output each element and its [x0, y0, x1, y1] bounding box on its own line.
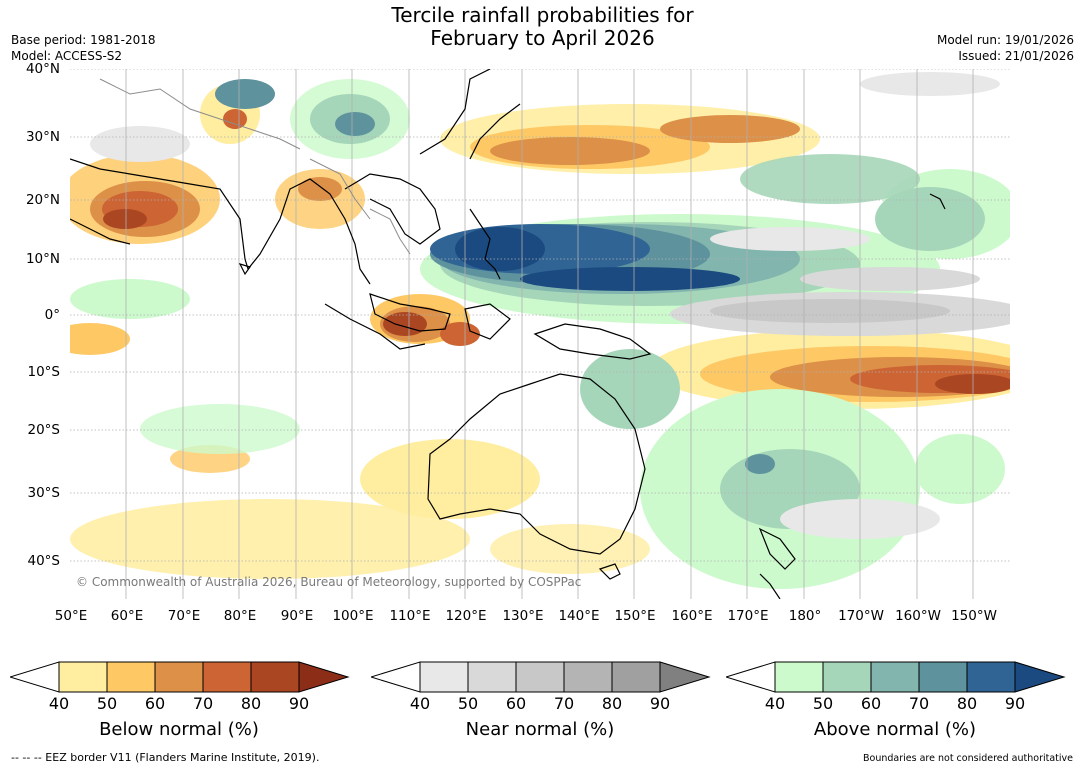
lon-label: 100°E: [332, 608, 374, 624]
lon-label: 60°E: [110, 608, 144, 624]
colorbar-above-segment: [774, 661, 824, 693]
colorbar-below-segment: [106, 661, 156, 693]
rainfall-map: © Commonwealth of Australia 2026, Bureau…: [70, 69, 1010, 599]
issued-date: Issued: 21/01/2026: [958, 49, 1074, 63]
colorbar-tick: 40: [764, 694, 786, 713]
lat-label: 30°N: [25, 129, 60, 145]
colorbar-below-segment: [250, 661, 300, 693]
colorbar-label-near: Near normal (%): [465, 719, 615, 740]
eez-border-note: -- -- -- EEZ border V11 (Flanders Marine…: [11, 751, 320, 764]
coastlines: [70, 69, 946, 599]
lon-label: 80°E: [223, 608, 257, 624]
lon-label: 140°E: [558, 608, 600, 624]
map-title: Tercile rainfall probabilities for Febru…: [0, 4, 1085, 50]
lon-label: 170°W: [838, 608, 884, 624]
colorbar-tick: 60: [144, 694, 166, 713]
lon-label: 160°E: [671, 608, 713, 624]
lat-label: 10°N: [25, 251, 60, 267]
colorbar-tick: 50: [457, 694, 479, 713]
colorbar-tick: 60: [860, 694, 882, 713]
lon-label: 180°: [788, 608, 822, 624]
base-period: Base period: 1981-2018: [11, 33, 156, 47]
copyright-notice: © Commonwealth of Australia 2026, Bureau…: [76, 575, 581, 589]
colorbar-near-segment: [419, 661, 469, 693]
graticule: [70, 69, 1010, 599]
colorbar-below-normal: [10, 661, 350, 693]
colorbar-above-segment: [822, 661, 872, 693]
colorbar-label-above: Above normal (%): [813, 719, 977, 740]
title-line-2: February to April 2026: [430, 26, 655, 50]
lon-label: 150°W: [951, 608, 997, 624]
lat-label: 40°N: [25, 61, 60, 77]
boundaries-disclaimer: Boundaries are not considered authoritat…: [863, 753, 1073, 764]
title-line-1: Tercile rainfall probabilities for: [391, 3, 694, 27]
colorbar-tick: 40: [409, 694, 431, 713]
lat-label: 10°S: [27, 364, 61, 380]
colorbar-tick: 40: [48, 694, 70, 713]
lon-label: 70°E: [167, 608, 201, 624]
colorbar-below-segment: [58, 661, 108, 693]
colorbar-tick: 90: [649, 694, 671, 713]
colorbar-tick: 70: [553, 694, 575, 713]
lon-label: 110°E: [389, 608, 431, 624]
lon-label: 50°E: [54, 608, 88, 624]
lat-label: 40°S: [27, 553, 61, 569]
colorbar-label-below: Below normal (%): [99, 719, 259, 740]
lat-label: 20°S: [27, 422, 61, 438]
colorbar-tick: 80: [956, 694, 978, 713]
lon-label: 130°E: [502, 608, 544, 624]
colorbar-above-segment: [870, 661, 920, 693]
lon-label: 170°E: [727, 608, 769, 624]
colorbar-tick: 90: [1004, 694, 1026, 713]
lat-label: 30°S: [27, 485, 61, 501]
lat-label: 0°: [44, 307, 60, 323]
meta-left: Base period: 1981-2018 Model: ACCESS-S2: [11, 32, 156, 64]
lon-label: 120°E: [445, 608, 487, 624]
lon-label: 160°W: [895, 608, 941, 624]
country-borders: [99, 78, 411, 255]
colorbar-near-segment: [467, 661, 517, 693]
colorbar-tick: 90: [288, 694, 310, 713]
colorbar-tick: 50: [812, 694, 834, 713]
colorbar-tick: 60: [505, 694, 527, 713]
colorbar-near-segment: [611, 661, 661, 693]
colorbar-tick: 70: [192, 694, 214, 713]
lon-label: 90°E: [280, 608, 314, 624]
colorbar-near-segment: [515, 661, 565, 693]
colorbar-above-segment: [966, 661, 1016, 693]
colorbar-near-segment: [563, 661, 613, 693]
colorbar-above-segment: [1014, 661, 1066, 693]
model-run: Model run: 19/01/2026: [936, 33, 1074, 47]
model-name: Model: ACCESS-S2: [11, 49, 123, 63]
colorbar-tick: 80: [601, 694, 623, 713]
colorbar-below-segment: [298, 661, 350, 693]
colorbar-tick: 80: [240, 694, 262, 713]
colorbar-tick: 50: [96, 694, 118, 713]
colorbar-near-segment: [659, 661, 711, 693]
colorbar-near-normal: [371, 661, 711, 693]
meta-right: Model run: 19/01/2026 Issued: 21/01/2026: [937, 32, 1074, 64]
lon-label: 150°E: [614, 608, 656, 624]
colorbar-tick: 70: [908, 694, 930, 713]
colorbar-above-segment: [918, 661, 968, 693]
colorbar-above-normal: [726, 661, 1066, 693]
lat-label: 20°N: [25, 192, 60, 208]
colorbar-below-segment: [202, 661, 252, 693]
colorbar-below-segment: [154, 661, 204, 693]
